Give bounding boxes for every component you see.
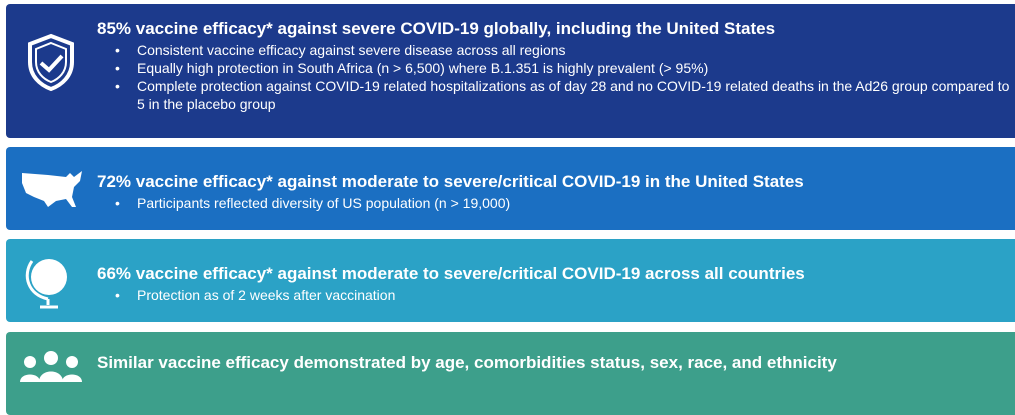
bullet: Complete protection against COVID-19 rel…: [115, 77, 1015, 113]
panel: 85% vaccine efficacy* against severe COV…: [6, 4, 1015, 138]
bullet-list: Consistent vaccine efficacy against seve…: [97, 41, 1015, 113]
panel-title: 66% vaccine efficacy* against moderate t…: [97, 264, 805, 283]
bullet-list: Protection as of 2 weeks after vaccinati…: [97, 286, 1015, 304]
bullet: Equally high protection in South Africa …: [115, 59, 1015, 77]
panel: 66% vaccine efficacy* against moderate t…: [6, 239, 1015, 322]
panel-title: 85% vaccine efficacy* against severe COV…: [97, 19, 776, 38]
us-map-icon: [22, 171, 82, 207]
bullet: Participants reflected diversity of US p…: [115, 194, 1015, 212]
shield-icon: [28, 33, 74, 92]
people-icon: [20, 351, 82, 382]
globe-icon: [25, 259, 67, 309]
panel: 72% vaccine efficacy* against moderate t…: [6, 147, 1015, 230]
bullet: Consistent vaccine efficacy against seve…: [115, 41, 1015, 59]
panel: Similar vaccine efficacy demonstrated by…: [6, 332, 1015, 415]
panel-title: 72% vaccine efficacy* against moderate t…: [97, 172, 804, 191]
bullet-list: Participants reflected diversity of US p…: [97, 194, 1015, 212]
bullet: Protection as of 2 weeks after vaccinati…: [115, 286, 1015, 304]
panel-title: Similar vaccine efficacy demonstrated by…: [97, 353, 837, 372]
